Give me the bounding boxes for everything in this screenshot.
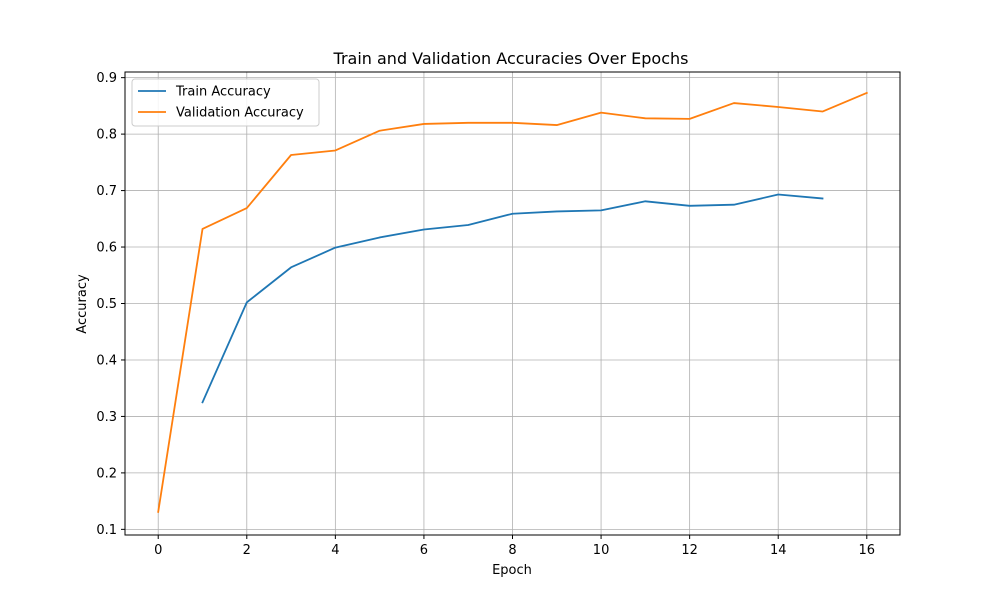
y-tick-label: 0.7 xyxy=(96,184,117,199)
x-axis-title: Epoch xyxy=(492,563,532,578)
x-tick-label: 8 xyxy=(508,543,516,558)
x-tick-label: 6 xyxy=(420,543,428,558)
y-tick-label: 0.8 xyxy=(96,128,117,143)
x-tick-label: 14 xyxy=(770,543,787,558)
y-tick-label: 0.4 xyxy=(96,353,117,368)
chart-title: Train and Validation Accuracies Over Epo… xyxy=(333,49,689,68)
legend-label-validation-accuracy: Validation Accuracy xyxy=(176,106,304,121)
y-tick-label: 0.9 xyxy=(96,71,117,86)
y-tick-label: 0.6 xyxy=(96,241,117,256)
y-tick-label: 0.5 xyxy=(96,297,117,312)
x-tick-label: 12 xyxy=(681,543,698,558)
grid xyxy=(125,72,900,535)
x-tick-label: 0 xyxy=(154,543,162,558)
y-tick-label: 0.2 xyxy=(96,466,117,481)
x-tick-label: 16 xyxy=(859,543,876,558)
series-line-train-accuracy xyxy=(201,193,824,404)
series-layer xyxy=(157,91,868,513)
series-line-validation-accuracy xyxy=(157,91,868,513)
x-tick-label: 2 xyxy=(243,543,251,558)
y-tick-label: 0.1 xyxy=(96,523,117,538)
axis-ticks: 0 2 4 6 8 10 12 14 16 0.1 0.2 0.3 0.4 0.5 0.6 0.7 0.8 0.9 xyxy=(96,71,875,558)
legend: Train Accuracy Validation Accuracy xyxy=(131,78,320,127)
y-tick-label: 0.3 xyxy=(96,410,117,425)
y-axis-title: Accuracy xyxy=(75,274,90,334)
x-tick-label: 4 xyxy=(331,543,339,558)
legend-label-train-accuracy: Train Accuracy xyxy=(175,85,271,100)
x-tick-label: 10 xyxy=(593,543,610,558)
legend-box xyxy=(131,78,320,127)
